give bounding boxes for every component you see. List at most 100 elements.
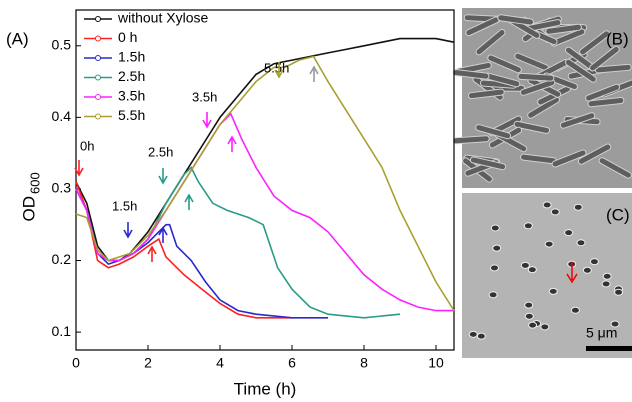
data-line: [75, 112, 454, 312]
arrow: [274, 62, 284, 79]
rod: [564, 58, 597, 83]
rod: [452, 69, 490, 80]
cell: [602, 272, 612, 280]
cell: [468, 330, 478, 338]
cell: [548, 287, 558, 295]
rod-cells: [452, 14, 632, 183]
legend-label: without Xylose: [117, 10, 208, 26]
arrow: [147, 245, 157, 262]
legend-label: 0 h: [118, 29, 137, 45]
rod: [469, 156, 507, 171]
y-tick-label: 0.3: [52, 180, 72, 196]
x-tick-label: 2: [144, 355, 152, 371]
panel-label: (A): [6, 29, 29, 48]
arrow: [309, 65, 319, 82]
arrow: [123, 222, 133, 239]
data-line: [75, 55, 455, 312]
short-cells: [468, 201, 624, 340]
x-axis-label: Time (h): [234, 379, 297, 398]
rod: [475, 29, 506, 56]
cell: [488, 291, 498, 299]
rod: [475, 124, 512, 140]
rod: [587, 97, 625, 108]
rod: [497, 14, 534, 26]
legend-label: 2.5h: [118, 68, 145, 84]
cell: [524, 301, 534, 309]
y-tick-label: 0.2: [52, 251, 72, 267]
cell: [570, 306, 580, 314]
arrow: [202, 112, 212, 129]
cell: [476, 332, 486, 340]
x-tick-label: 4: [216, 355, 224, 371]
y-axis-label-subscript: 600: [27, 172, 42, 194]
legend-label: 1.5h: [118, 49, 145, 65]
rod: [550, 28, 586, 47]
arrow: [74, 160, 84, 177]
cell: [589, 258, 599, 266]
x-tick-label: 0: [72, 355, 80, 371]
rod: [579, 30, 611, 56]
cell: [540, 323, 550, 331]
x-tick-label: 6: [288, 355, 296, 371]
rod: [519, 79, 556, 96]
arrow: [158, 226, 168, 243]
cell: [523, 222, 533, 230]
cell: [492, 244, 502, 252]
panel-label: (B): [606, 29, 629, 48]
annotation: 5.5h: [264, 60, 289, 75]
rod: [551, 149, 587, 168]
plot-frame: [75, 9, 455, 351]
rod: [513, 120, 551, 134]
annotation: 2.5h: [148, 144, 173, 159]
rod: [452, 135, 490, 145]
legend-marker: [95, 35, 101, 42]
legend-marker: [95, 94, 101, 100]
cell: [524, 312, 534, 320]
y-tick-label: 0.4: [52, 108, 72, 124]
cell: [490, 224, 500, 232]
cell: [582, 266, 592, 274]
x-tick-label: 8: [360, 355, 368, 371]
cell: [528, 321, 538, 329]
legend-marker: [95, 74, 101, 81]
rod: [585, 83, 621, 102]
y-axis-label: OD: [19, 196, 38, 222]
rod: [487, 54, 522, 74]
cell: [601, 280, 611, 288]
y-tick-label: 0.1: [52, 323, 72, 339]
cell: [542, 201, 552, 209]
arrow: [566, 262, 578, 284]
y-tick-label: 0.5: [52, 36, 72, 52]
legend-marker: [95, 16, 101, 22]
cell: [576, 239, 586, 247]
cell: [573, 203, 583, 211]
annotation: 0h: [80, 138, 94, 153]
cell: [614, 288, 624, 296]
cell: [489, 264, 499, 272]
rod: [559, 112, 596, 129]
cell: [550, 208, 560, 216]
cell: [610, 320, 620, 328]
rod: [589, 45, 620, 72]
scale-bar: [586, 346, 632, 351]
rod: [517, 72, 555, 82]
legend-label: 5.5h: [118, 107, 145, 123]
cell: [544, 240, 554, 248]
annotation: 3.5h: [192, 89, 217, 104]
arrow: [227, 135, 237, 152]
cell: [527, 266, 537, 274]
annotation: 1.5h: [112, 198, 137, 213]
legend-marker: [95, 113, 101, 120]
legend-label: 3.5h: [118, 88, 145, 104]
data-line: [75, 181, 292, 319]
data-line: [75, 188, 328, 319]
cell: [520, 261, 530, 269]
rod: [467, 88, 505, 100]
rod: [545, 23, 582, 35]
scale-bar-label: 5 μm: [586, 325, 617, 341]
legend-marker: [95, 55, 101, 61]
cell: [564, 229, 574, 237]
arrow: [158, 168, 168, 185]
arrow: [184, 193, 194, 210]
